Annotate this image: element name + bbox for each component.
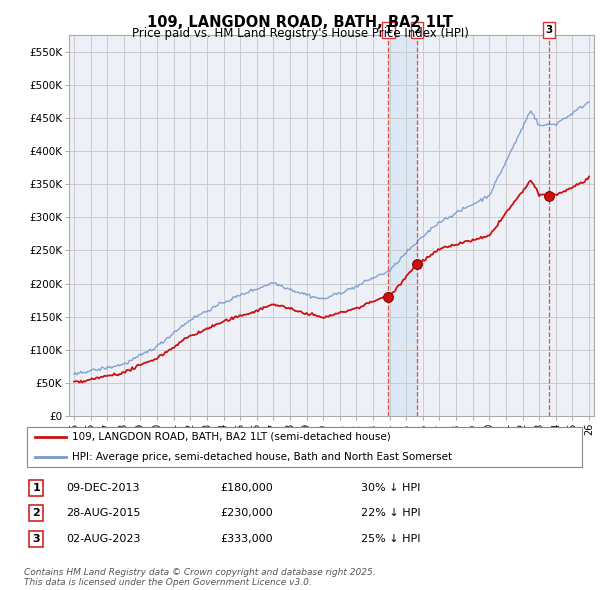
Text: 09-DEC-2013: 09-DEC-2013 bbox=[66, 483, 140, 493]
Text: £180,000: £180,000 bbox=[220, 483, 273, 493]
Text: 2: 2 bbox=[32, 509, 40, 518]
FancyBboxPatch shape bbox=[27, 427, 582, 467]
Text: 30% ↓ HPI: 30% ↓ HPI bbox=[361, 483, 420, 493]
Bar bbox=[388, 35, 417, 416]
Text: 28-AUG-2015: 28-AUG-2015 bbox=[66, 509, 140, 518]
Text: £230,000: £230,000 bbox=[220, 509, 273, 518]
Text: 25% ↓ HPI: 25% ↓ HPI bbox=[361, 534, 420, 544]
Text: £333,000: £333,000 bbox=[220, 534, 273, 544]
Text: 3: 3 bbox=[32, 534, 40, 544]
Text: 22% ↓ HPI: 22% ↓ HPI bbox=[361, 509, 420, 518]
Text: 109, LANGDON ROAD, BATH, BA2 1LT (semi-detached house): 109, LANGDON ROAD, BATH, BA2 1LT (semi-d… bbox=[71, 432, 391, 442]
Text: 109, LANGDON ROAD, BATH, BA2 1LT: 109, LANGDON ROAD, BATH, BA2 1LT bbox=[147, 15, 453, 30]
Text: HPI: Average price, semi-detached house, Bath and North East Somerset: HPI: Average price, semi-detached house,… bbox=[71, 452, 452, 462]
Text: 3: 3 bbox=[545, 25, 553, 35]
Text: 1: 1 bbox=[32, 483, 40, 493]
Text: 2: 2 bbox=[413, 25, 421, 35]
Text: 1: 1 bbox=[385, 25, 392, 35]
Text: Price paid vs. HM Land Registry's House Price Index (HPI): Price paid vs. HM Land Registry's House … bbox=[131, 27, 469, 40]
Text: 02-AUG-2023: 02-AUG-2023 bbox=[66, 534, 140, 544]
Text: Contains HM Land Registry data © Crown copyright and database right 2025.
This d: Contains HM Land Registry data © Crown c… bbox=[24, 568, 376, 587]
